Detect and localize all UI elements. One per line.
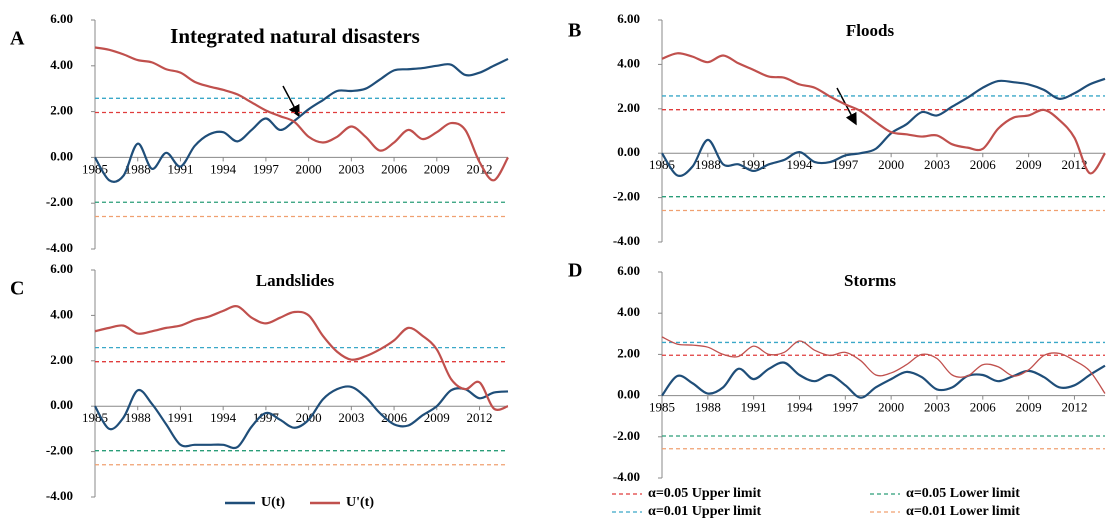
panel-label: B	[568, 20, 581, 42]
x-tick-label: 1985	[649, 157, 675, 172]
x-tick-label: 2003	[338, 161, 364, 176]
chart-title: Integrated natural disasters	[170, 24, 420, 48]
data-line	[661, 52, 1106, 175]
y-tick-label: 4.00	[617, 304, 640, 319]
x-tick-label: 2000	[878, 157, 904, 172]
data-line	[661, 336, 1106, 394]
x-tick-label: 1997	[832, 157, 859, 172]
y-tick-label: 6.00	[617, 263, 640, 278]
x-tick-label: 2000	[878, 400, 904, 415]
y-tick-label: 0.00	[617, 144, 640, 159]
x-tick-label: 2006	[970, 400, 997, 415]
x-tick-label: 2003	[338, 410, 364, 425]
x-tick-label: 1991	[741, 400, 767, 415]
panel-label: A	[10, 28, 25, 50]
x-tick-label: 2006	[970, 157, 997, 172]
x-tick-label: 2012	[1061, 157, 1087, 172]
y-tick-label: -2.00	[613, 189, 640, 204]
y-tick-label: 4.00	[50, 306, 73, 321]
legend-label: U'(t)	[346, 495, 374, 510]
data-line	[94, 305, 509, 411]
y-tick-label: 0.00	[617, 387, 640, 402]
x-tick-label: 1997	[253, 161, 280, 176]
y-tick-label: -2.00	[46, 443, 73, 458]
data-line	[94, 57, 509, 183]
y-tick-label: 0.00	[50, 397, 73, 412]
legend-label: α=0.01 Upper limit	[648, 504, 761, 519]
y-tick-label: 0.00	[50, 148, 73, 163]
y-tick-label: 4.00	[50, 57, 73, 72]
x-tick-label: 1985	[82, 161, 108, 176]
x-tick-label: 1985	[82, 410, 108, 425]
y-tick-label: 2.00	[617, 345, 640, 360]
x-tick-label: 2000	[296, 410, 322, 425]
data-line	[661, 77, 1106, 177]
chart-title: Floods	[846, 21, 895, 40]
x-tick-label: 1985	[649, 400, 675, 415]
y-tick-label: 2.00	[50, 103, 73, 118]
y-tick-label: -4.00	[613, 233, 640, 248]
x-tick-label: 2003	[924, 400, 950, 415]
legend-label: α=0.05 Lower limit	[906, 486, 1020, 501]
x-tick-label: 2009	[1016, 157, 1042, 172]
x-tick-label: 2009	[1016, 400, 1042, 415]
x-tick-label: 1991	[167, 161, 193, 176]
x-tick-label: 2000	[296, 161, 322, 176]
y-tick-label: -4.00	[46, 240, 73, 255]
chart-title: Storms	[844, 271, 896, 290]
x-tick-label: 2003	[924, 157, 950, 172]
y-tick-label: -2.00	[613, 428, 640, 443]
arrow	[282, 85, 300, 118]
x-tick-label: 1994	[210, 161, 237, 176]
legend-label: α=0.05 Upper limit	[648, 486, 761, 501]
x-tick-label: 2009	[424, 161, 450, 176]
x-tick-label: 1988	[125, 410, 151, 425]
panel-label: C	[10, 278, 24, 300]
x-tick-label: 1997	[832, 400, 859, 415]
y-tick-label: 6.00	[617, 11, 640, 26]
legend-label: α=0.01 Lower limit	[906, 504, 1020, 519]
y-tick-label: 6.00	[50, 261, 73, 276]
x-tick-label: 1991	[167, 410, 193, 425]
legend-label: U(t)	[261, 495, 285, 510]
x-tick-label: 2006	[381, 161, 408, 176]
y-tick-label: -4.00	[46, 488, 73, 503]
x-tick-label: 1988	[695, 157, 721, 172]
y-tick-label: -4.00	[613, 469, 640, 484]
chart-title: Landslides	[256, 271, 335, 290]
y-tick-label: 2.00	[617, 100, 640, 115]
data-line	[94, 46, 509, 182]
x-tick-label: 1994	[786, 400, 813, 415]
x-tick-label: 2009	[424, 410, 450, 425]
data-line	[661, 361, 1106, 399]
panel-label: D	[568, 260, 582, 282]
y-tick-label: -2.00	[46, 194, 73, 209]
x-tick-label: 1994	[786, 157, 813, 172]
x-tick-label: 1994	[210, 410, 237, 425]
x-tick-label: 1988	[695, 400, 721, 415]
y-tick-label: 6.00	[50, 11, 73, 26]
x-tick-label: 2012	[1061, 400, 1087, 415]
y-tick-label: 4.00	[617, 55, 640, 70]
x-tick-label: 1988	[125, 161, 151, 176]
y-tick-label: 2.00	[50, 352, 73, 367]
x-tick-label: 2012	[467, 410, 493, 425]
data-line	[94, 385, 509, 450]
